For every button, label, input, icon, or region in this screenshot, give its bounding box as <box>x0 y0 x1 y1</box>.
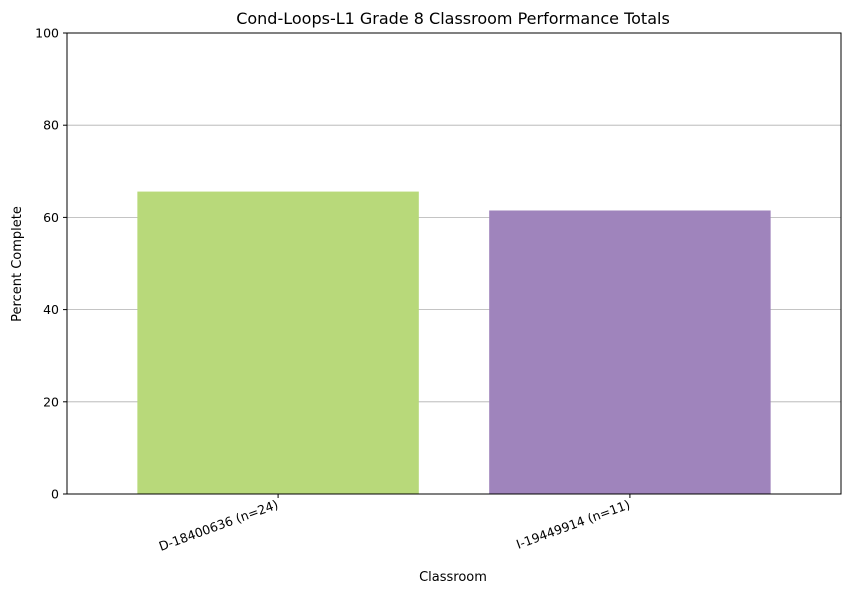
y-axis-label: Percent Complete <box>10 206 25 322</box>
chart-title: Cond-Loops-L1 Grade 8 Classroom Performa… <box>236 9 670 28</box>
y-tick-label: 20 <box>43 394 59 409</box>
bars <box>137 191 771 495</box>
y-tick-label: 40 <box>43 302 59 317</box>
plot-frame <box>66 32 842 495</box>
y-tick-label: 100 <box>35 26 59 41</box>
y-axis-ticks: 0 20 40 60 80 100 <box>35 26 67 502</box>
y-tick-label: 60 <box>43 210 59 225</box>
y-tick-label: 80 <box>43 118 59 133</box>
bar <box>137 191 419 495</box>
bar <box>489 210 771 495</box>
x-axis-label: Classroom <box>419 570 487 585</box>
y-tick-label: 0 <box>51 487 59 502</box>
